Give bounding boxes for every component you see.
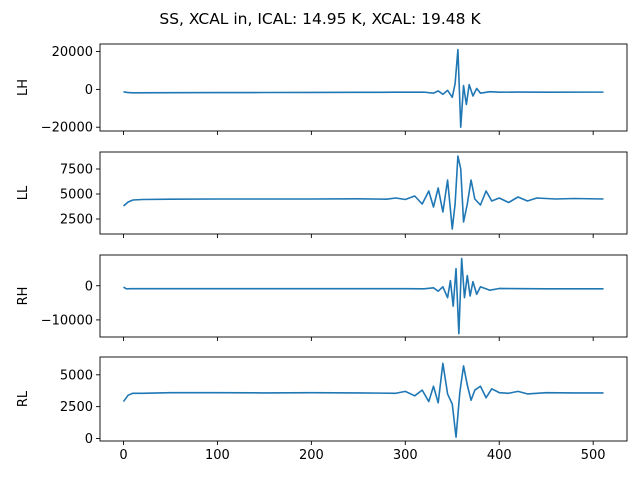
y-tick-label: 0 (85, 432, 93, 447)
x-tick-label: 0 (119, 448, 127, 463)
y-axis-label: LH (16, 79, 31, 96)
y-tick-label: 2500 (60, 213, 93, 228)
axes-frame (99, 43, 628, 132)
series-line-lh (123, 48, 604, 129)
y-tick-label: −20000 (41, 121, 93, 136)
axes-frame (99, 151, 628, 235)
y-tick-label: 0 (85, 83, 93, 98)
y-tick-label: 2500 (60, 400, 93, 415)
axes-frame (99, 356, 628, 442)
series-line-rh (123, 257, 604, 335)
y-tick-label: 5000 (60, 188, 93, 203)
x-tick-label: 200 (299, 448, 324, 463)
y-axis-label: LL (16, 185, 31, 200)
axes-frame (99, 254, 628, 338)
y-axis-label: RL (16, 390, 31, 407)
subplot-rl: 5000 2500 0 RL 0 100 200 300 400 500 (16, 356, 628, 463)
x-tick-label: 400 (487, 448, 512, 463)
y-tick-label: 7500 (60, 163, 93, 178)
series-line-ll (122, 155, 604, 230)
y-tick-label: 20000 (52, 45, 93, 60)
chart-title: SS, XCAL in, ICAL: 14.95 K, XCAL: 19.48 … (159, 10, 481, 28)
y-tick-label: 5000 (60, 368, 93, 383)
subplot-lh: 20000 0 −20000 LH (16, 43, 628, 136)
x-tick-label: 100 (205, 448, 230, 463)
subplot-ll: 7500 5000 2500 LL (16, 151, 628, 238)
x-tick-label: 300 (393, 448, 418, 463)
subplots-group: 200000−20000LH750050002500LL0−10000RH500… (16, 43, 628, 463)
y-axis-label: RH (16, 287, 31, 306)
y-tick-label: −10000 (41, 313, 93, 328)
y-tick-label: 0 (85, 279, 93, 294)
subplot-rh: 0 −10000 RH (16, 254, 628, 341)
x-tick-label: 500 (581, 448, 606, 463)
series-line-rl (122, 362, 604, 438)
